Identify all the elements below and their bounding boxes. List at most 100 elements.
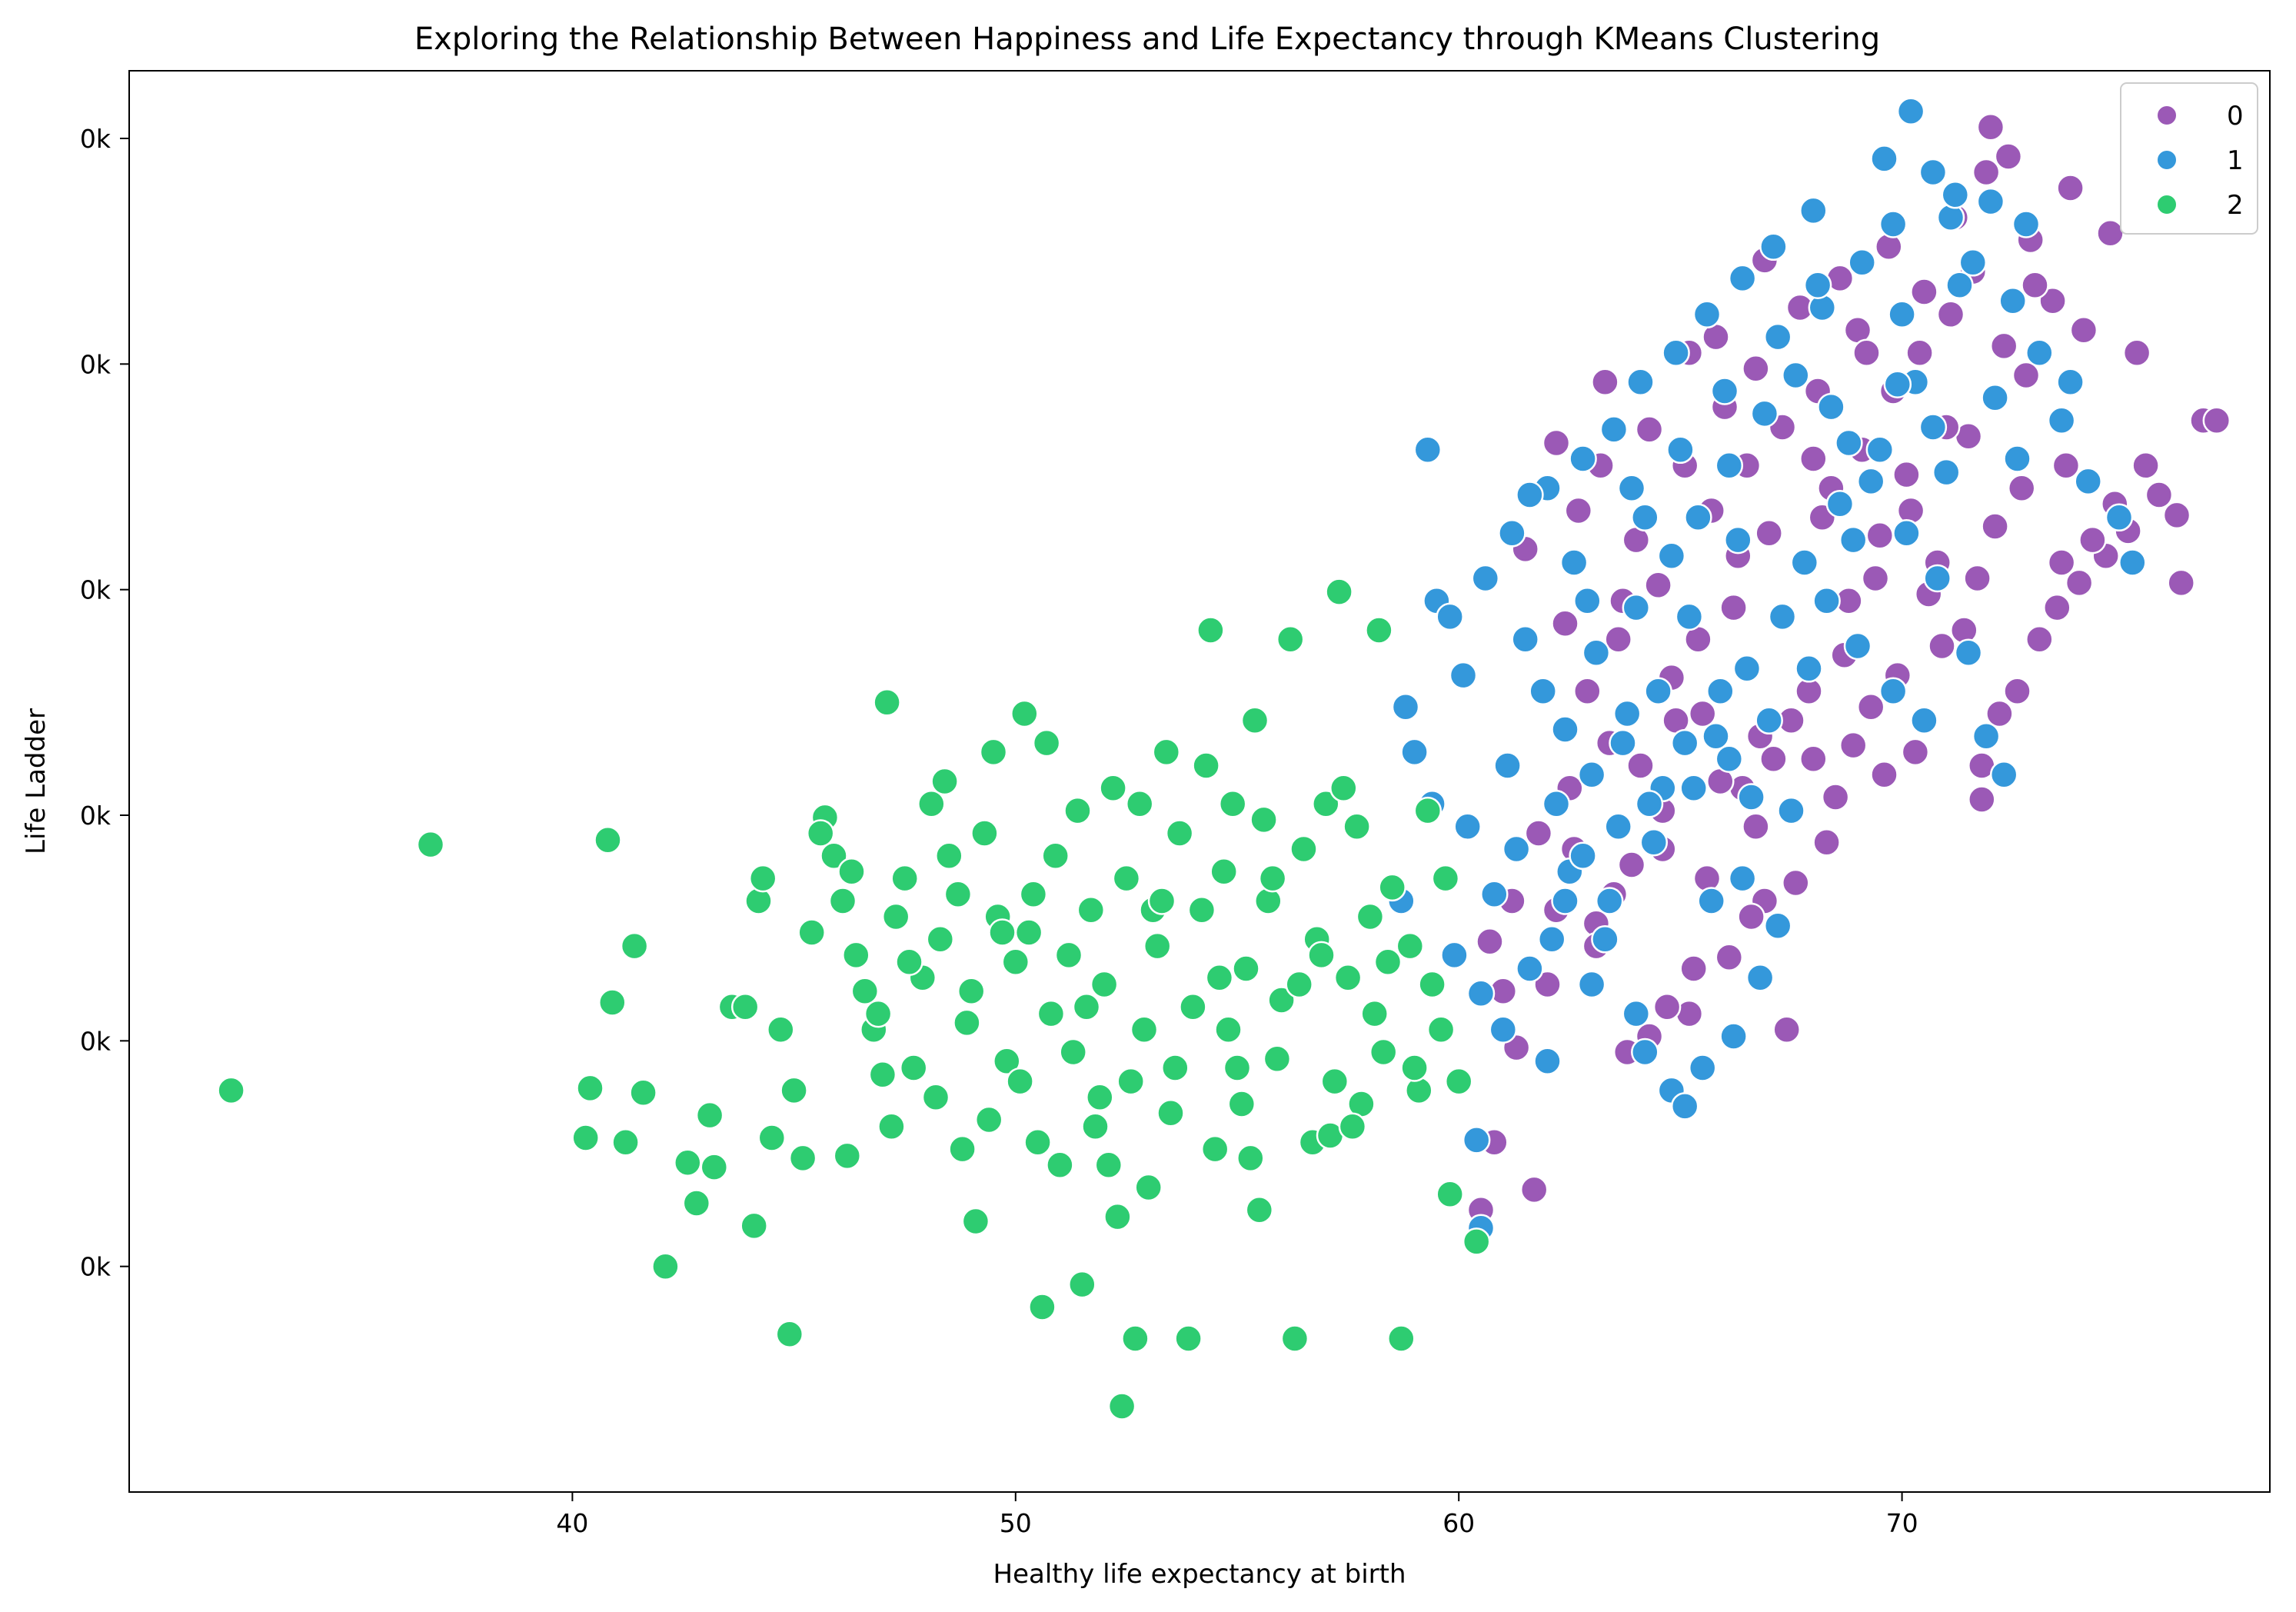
point-cluster-1-122 — [1591, 925, 1619, 954]
point-cluster-0-110 — [1755, 519, 1783, 548]
point-cluster-2-110 — [1444, 1067, 1473, 1096]
point-cluster-0-116 — [1524, 819, 1553, 848]
point-cluster-0-35 — [2122, 338, 2151, 367]
y-tick-label-4: 0k — [80, 349, 111, 379]
point-cluster-1-92 — [1679, 774, 1708, 803]
x-tick-label-0: 40 — [556, 1508, 588, 1538]
point-cluster-1-91 — [1715, 744, 1744, 773]
point-cluster-2-3 — [576, 1074, 604, 1103]
point-cluster-2-132 — [1192, 751, 1220, 780]
point-cluster-0-84 — [2078, 525, 2107, 555]
point-cluster-1-97 — [1617, 474, 1646, 502]
point-cluster-2-125 — [1161, 1054, 1190, 1082]
legend-label-0: 0 — [2227, 101, 2244, 132]
point-cluster-0-64 — [1861, 564, 1890, 593]
point-cluster-2-109 — [1436, 1180, 1464, 1209]
point-cluster-1-31 — [1436, 602, 1464, 631]
point-cluster-1-50 — [1976, 187, 2005, 216]
point-cluster-1-114 — [1737, 783, 1765, 811]
point-cluster-0-105 — [2021, 271, 2049, 299]
point-cluster-1-58 — [1865, 435, 1895, 465]
point-cluster-2-5 — [598, 988, 627, 1017]
point-cluster-2-82 — [1232, 954, 1260, 983]
point-cluster-1-9 — [1688, 1054, 1717, 1082]
point-cluster-0-24 — [2003, 677, 2031, 705]
point-cluster-2-4 — [594, 826, 622, 854]
point-cluster-2-75 — [1179, 993, 1207, 1021]
point-cluster-1-103 — [1945, 271, 1974, 299]
point-cluster-2-79 — [1210, 858, 1238, 886]
point-cluster-1-88 — [1843, 631, 1872, 661]
point-cluster-0-60 — [1905, 338, 1934, 367]
point-cluster-1-73 — [1622, 593, 1651, 622]
legend-label-1: 1 — [2227, 145, 2244, 176]
point-cluster-2-81 — [1223, 1054, 1252, 1082]
point-cluster-2-144 — [877, 1112, 906, 1141]
point-cluster-1-86 — [1910, 706, 1938, 735]
point-cluster-1-3 — [1516, 954, 1544, 983]
legend: 0 1 2 — [2120, 82, 2258, 235]
point-cluster-2-33 — [881, 902, 910, 931]
point-cluster-2-67 — [1121, 1324, 1150, 1353]
point-cluster-0-55 — [1719, 593, 1748, 622]
point-cluster-0-86 — [1950, 616, 1978, 644]
point-cluster-2-55 — [1046, 1151, 1074, 1179]
point-cluster-1-72 — [1582, 638, 1611, 668]
point-cluster-0-72 — [1533, 970, 1562, 999]
point-cluster-1-127 — [1675, 602, 1704, 631]
point-cluster-1-51 — [1998, 286, 2027, 315]
point-cluster-2-120 — [1258, 864, 1287, 893]
point-cluster-1-84 — [1972, 722, 2001, 751]
point-cluster-2-26 — [828, 887, 857, 915]
point-cluster-0-54 — [1688, 699, 1717, 728]
point-cluster-2-93 — [1312, 790, 1340, 818]
point-cluster-1-71 — [1529, 677, 1557, 705]
point-cluster-0-22 — [1968, 785, 1996, 814]
point-cluster-0-98 — [1742, 812, 1770, 841]
point-cluster-0-70 — [1617, 851, 1646, 879]
point-cluster-2-34 — [890, 864, 919, 893]
point-cluster-0-51 — [1551, 609, 1579, 638]
point-cluster-1-39 — [1692, 300, 1722, 329]
point-cluster-2-25 — [820, 841, 848, 871]
point-cluster-1-116 — [1918, 413, 1948, 441]
point-cluster-1-79 — [1817, 392, 1845, 421]
point-cluster-2-104 — [1396, 931, 1425, 961]
point-cluster-0-27 — [2065, 568, 2094, 598]
point-cluster-0-0 — [1519, 1175, 1549, 1204]
point-cluster-2-47 — [993, 1047, 1021, 1075]
y-axis-label: Life Ladder — [21, 708, 52, 854]
point-cluster-2-15 — [730, 993, 760, 1021]
point-cluster-1-27 — [1728, 864, 1757, 893]
point-cluster-1-68 — [1542, 790, 1571, 818]
point-cluster-2-11 — [682, 1189, 711, 1217]
point-cluster-0-14 — [1812, 828, 1841, 857]
point-cluster-2-133 — [1249, 805, 1278, 834]
point-cluster-1-52 — [2025, 338, 2054, 367]
point-cluster-0-39 — [1972, 158, 2001, 187]
point-cluster-1-120 — [1941, 181, 1970, 209]
point-cluster-1-95 — [1577, 760, 1606, 789]
point-cluster-2-102 — [1378, 873, 1406, 902]
point-cluster-1-20 — [1449, 661, 1478, 690]
point-cluster-2-113 — [837, 858, 866, 886]
x-axis-label: Healthy life expectancy at birth — [993, 1559, 1406, 1590]
point-cluster-2-1 — [416, 830, 445, 859]
point-cluster-1-121 — [2011, 210, 2041, 238]
point-cluster-2-28 — [842, 941, 870, 970]
point-cluster-1-61 — [1768, 602, 1797, 631]
point-cluster-1-118 — [2056, 368, 2085, 397]
point-cluster-1-112 — [1622, 999, 1651, 1028]
point-cluster-1-100 — [1763, 322, 1792, 351]
point-cluster-1-126 — [1838, 525, 1868, 555]
point-cluster-2-17 — [744, 887, 773, 915]
point-cluster-1-125 — [1724, 525, 1752, 555]
point-cluster-2-137 — [988, 918, 1017, 947]
point-cluster-2-63 — [1103, 1202, 1132, 1231]
point-cluster-2-23 — [797, 918, 826, 947]
point-cluster-1-19 — [1391, 692, 1420, 721]
point-cluster-1-107 — [1835, 428, 1863, 458]
point-cluster-1-23 — [1551, 715, 1579, 744]
legend-label-2: 2 — [2227, 190, 2244, 221]
point-cluster-1-119 — [1888, 300, 1916, 329]
